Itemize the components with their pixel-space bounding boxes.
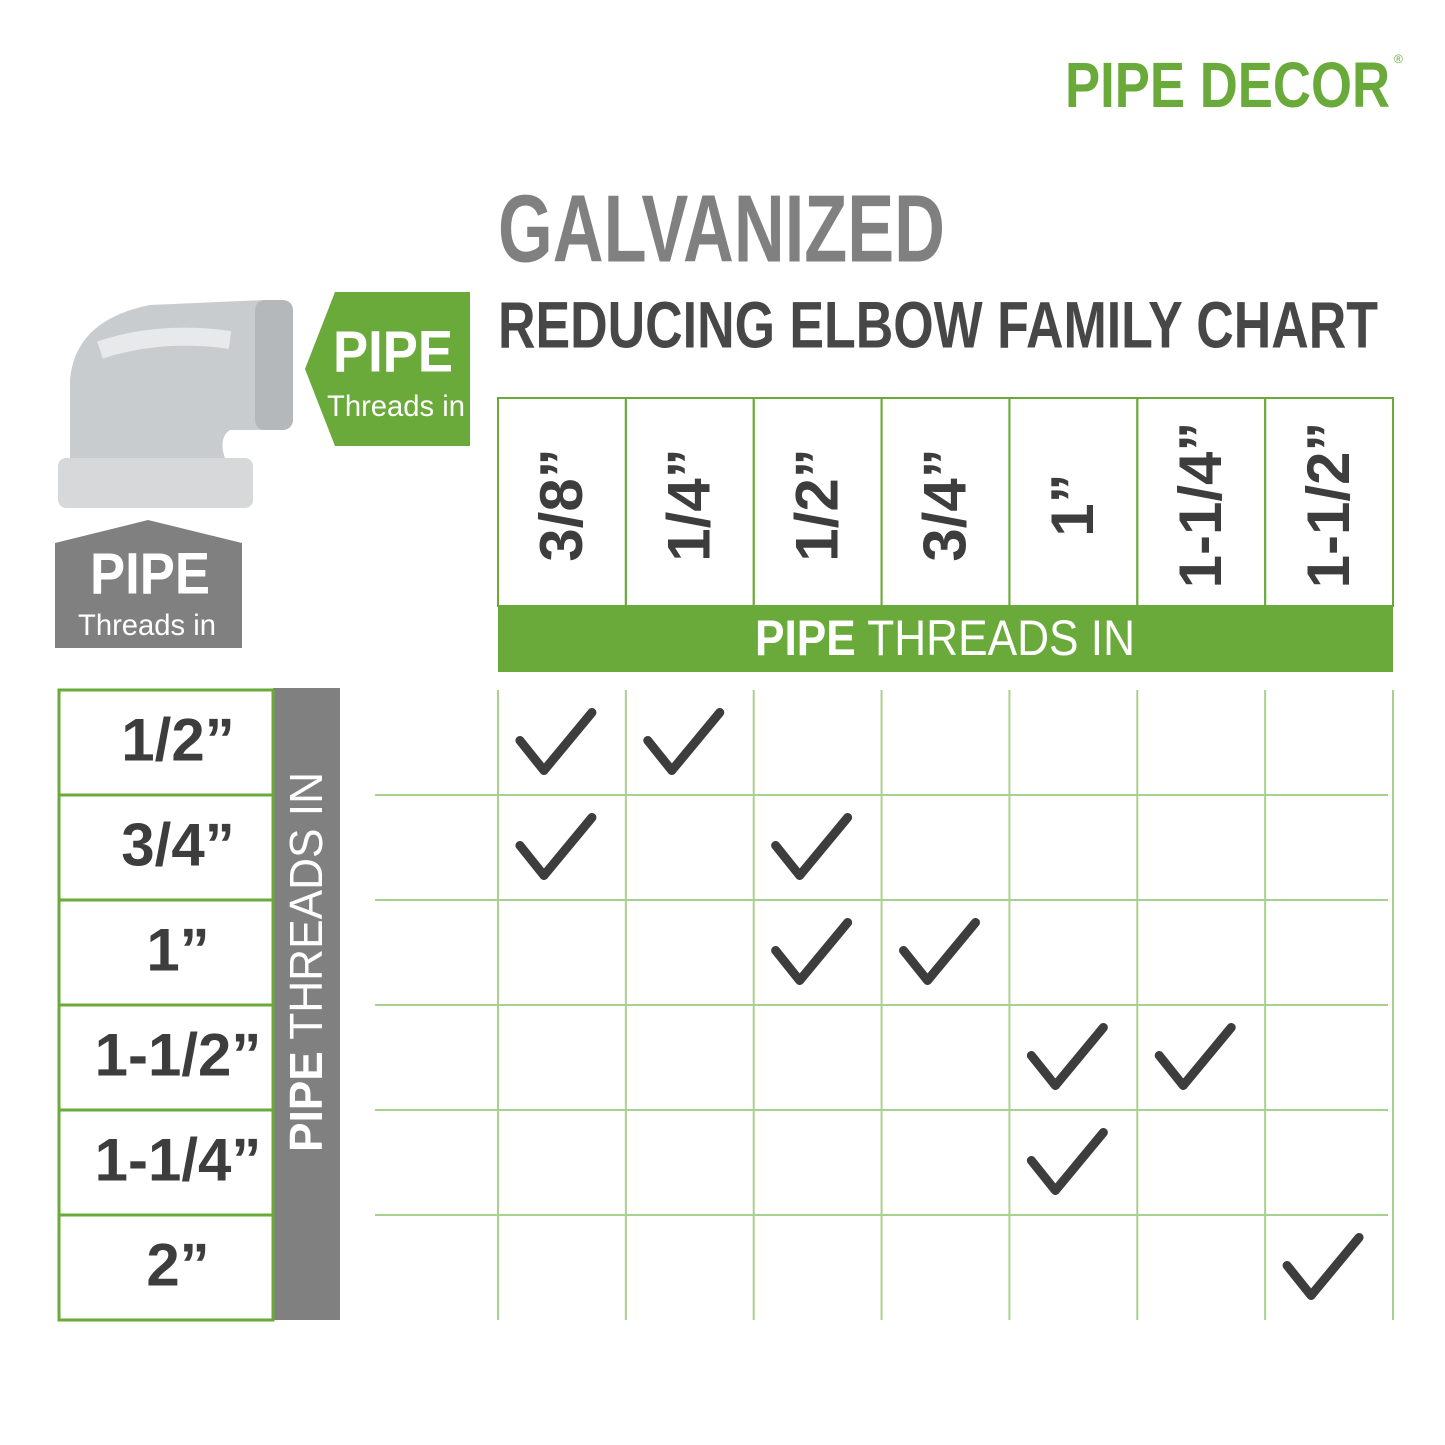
badge-sub: Threads in <box>327 390 465 423</box>
checkmark <box>515 708 597 775</box>
badge-word: PIPE <box>90 541 210 606</box>
column-header: 1/4” <box>656 448 723 561</box>
table: 3/8” 1/4” 1/2” 3/4” 1” 1-1/4” 1-1/2” 1/2” 3/4” 1”… <box>57 397 1394 1322</box>
brand-name: PIPE DECOR <box>1065 49 1390 121</box>
checkmark <box>771 813 853 880</box>
brand-mark: ® <box>1394 52 1403 66</box>
row-header: 1-1/2” <box>95 1021 262 1088</box>
checkmark <box>643 708 725 775</box>
column-heading-bar <box>498 606 1393 672</box>
badge-sub: Threads in <box>78 609 216 642</box>
row-header: 1/2” <box>121 706 234 773</box>
column-header: 3/8” <box>528 448 595 561</box>
column-heading: PIPE THREADS IN <box>755 610 1135 666</box>
column-header: 1” <box>1039 473 1106 536</box>
subtitle: REDUCING ELBOW FAMILY CHART <box>498 287 1378 361</box>
elbow-image <box>58 300 293 508</box>
column-header: 3/4” <box>911 448 978 561</box>
row-header-cell <box>57 1213 275 1322</box>
column-header-cell <box>1264 397 1394 607</box>
row-heading: PIPE THREADS IN <box>280 772 332 1152</box>
row-header: 2” <box>146 1231 209 1298</box>
outlet-badge <box>305 292 470 446</box>
column-header: 1-1/2” <box>1295 422 1362 589</box>
checkmark <box>1154 1023 1236 1090</box>
checkmark <box>899 918 980 985</box>
title: GALVANIZED <box>498 175 945 282</box>
checkmark <box>771 918 853 985</box>
checkmark <box>1026 1023 1108 1090</box>
row-header: 3/4” <box>121 811 234 878</box>
heading-rest: THREADS IN <box>280 772 332 1040</box>
row-header: 1” <box>146 916 209 983</box>
column-header: 1-1/4” <box>1167 422 1234 589</box>
checkmark <box>1282 1233 1364 1300</box>
badge-word: PIPE <box>333 319 453 384</box>
column-header: 1/2” <box>783 448 850 561</box>
checkmark <box>1026 1128 1108 1195</box>
run-badge <box>55 520 242 648</box>
checkmark <box>515 813 597 880</box>
heading-bold: PIPE <box>280 1051 332 1152</box>
heading-rest: THREADS IN <box>867 610 1135 666</box>
heading-bold: PIPE <box>755 610 856 666</box>
row-heading-bar <box>273 688 340 1320</box>
row-header: 1-1/4” <box>95 1126 262 1193</box>
